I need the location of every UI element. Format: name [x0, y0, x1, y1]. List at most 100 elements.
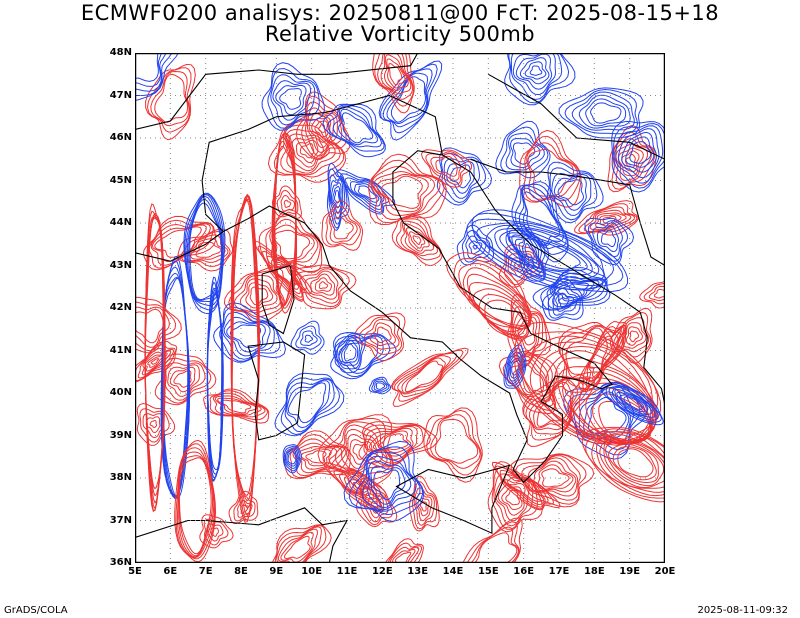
positive-vorticity-contour — [145, 416, 161, 434]
positive-vorticity-contour — [334, 424, 388, 475]
positive-vorticity-contour — [137, 348, 175, 379]
negative-vorticity-contour — [304, 334, 314, 343]
positive-vorticity-contour — [358, 315, 403, 355]
positive-vorticity-contour — [381, 175, 423, 209]
negative-vorticity-contour — [551, 172, 592, 216]
positive-vorticity-contour — [474, 532, 518, 563]
negative-vorticity-contour — [512, 53, 557, 96]
positive-vorticity-contour — [280, 124, 341, 176]
positive-vorticity-contour — [177, 228, 233, 272]
positive-vorticity-contour — [135, 340, 178, 383]
positive-vorticity-contour — [541, 468, 570, 488]
positive-vorticity-contour — [363, 318, 400, 350]
positive-vorticity-contour — [434, 418, 479, 464]
negative-vorticity-contour — [503, 344, 527, 389]
positive-vorticity-contour — [372, 53, 415, 114]
negative-vorticity-contour — [348, 446, 424, 516]
coastline-segment — [135, 53, 419, 131]
positive-vorticity-contour — [245, 282, 274, 309]
positive-vorticity-contour — [154, 73, 189, 123]
negative-vorticity-contour — [267, 67, 320, 129]
negative-vorticity-contour — [357, 185, 377, 200]
negative-vorticity-contour — [295, 325, 322, 350]
positive-vorticity-contour — [314, 277, 332, 292]
positive-vorticity-contour — [223, 266, 285, 324]
positive-vorticity-contour — [505, 489, 520, 506]
negative-vorticity-contour — [506, 351, 524, 385]
negative-vorticity-contour — [571, 91, 635, 131]
negative-vorticity-contour — [378, 60, 443, 141]
positive-vorticity-contour — [323, 462, 387, 513]
negative-vorticity-contour — [185, 194, 223, 307]
negative-vorticity-contour — [509, 357, 521, 379]
positive-vorticity-contour — [629, 330, 640, 343]
positive-vorticity-contour — [578, 382, 653, 444]
positive-vorticity-contour — [409, 475, 440, 532]
positive-vorticity-contour — [527, 457, 578, 497]
positive-vorticity-contour — [295, 91, 351, 161]
positive-vorticity-contour — [368, 427, 414, 457]
positive-vorticity-contour — [604, 441, 665, 487]
positive-vorticity-contour — [276, 526, 322, 563]
lon-tick-label: 8E — [234, 566, 248, 577]
negative-vorticity-contour — [499, 229, 593, 276]
positive-vorticity-contour — [603, 437, 665, 489]
positive-vorticity-contour — [306, 107, 338, 154]
lat-lon-grid — [135, 53, 665, 563]
negative-vorticity-contour — [189, 202, 223, 301]
positive-vorticity-contour — [352, 443, 369, 460]
positive-vorticity-contour — [532, 460, 577, 493]
vorticity-map — [135, 53, 665, 563]
positive-vorticity-contour — [390, 347, 469, 407]
negative-vorticity-contour — [578, 94, 631, 129]
negative-vorticity-contour — [494, 228, 600, 280]
lon-tick-label: 6E — [163, 566, 178, 577]
negative-vorticity-contour — [355, 451, 421, 512]
negative-vorticity-contour — [160, 256, 190, 500]
positive-vorticity-contour — [425, 151, 467, 185]
negative-vorticity-contour — [287, 382, 327, 424]
positive-vorticity-contour — [599, 433, 665, 489]
positive-vorticity-contour — [643, 282, 665, 305]
positive-vorticity-contour — [283, 199, 292, 208]
positive-vorticity-contour — [581, 426, 665, 503]
lat-tick-label: 46N — [109, 132, 132, 143]
negative-vorticity-contour — [222, 311, 275, 360]
positive-vorticity-contour — [392, 548, 416, 563]
positive-vorticity-contour — [176, 447, 216, 559]
positive-vorticity-contour — [271, 524, 332, 563]
positive-vorticity-contour — [167, 364, 200, 397]
coastline-segment — [205, 507, 349, 563]
positive-vorticity-contour — [639, 280, 665, 309]
negative-vorticity-contour — [329, 174, 346, 225]
positive-vorticity-contour — [234, 274, 282, 314]
negative-vorticity-contour — [341, 340, 359, 364]
positive-vorticity-contour — [314, 120, 329, 138]
positive-vorticity-contour — [262, 250, 303, 298]
positive-vorticity-contour — [559, 324, 620, 390]
coastline-segment — [442, 154, 665, 406]
positive-vorticity-contour — [523, 377, 590, 441]
negative-vorticity-contour — [373, 469, 401, 501]
negative-vorticity-contour — [476, 222, 606, 287]
positive-vorticity-contour — [377, 53, 413, 100]
negative-vorticity-contour — [625, 136, 655, 168]
coastline-segment — [247, 341, 306, 441]
lat-tick-label: 37N — [109, 514, 132, 526]
positive-vorticity-contour — [525, 377, 584, 435]
positive-vorticity-contour — [328, 466, 383, 511]
negative-vorticity-contour — [485, 224, 605, 283]
positive-vorticity-contour — [321, 200, 364, 251]
positive-vorticity-contour — [217, 397, 257, 415]
negative-vorticity-contour — [341, 112, 374, 144]
negative-vorticity-contour — [519, 57, 550, 85]
positive-vorticity-contour — [174, 439, 217, 563]
positive-vorticity-contour — [522, 375, 595, 448]
positive-vorticity-contour — [393, 352, 458, 398]
positive-vorticity-contour — [391, 215, 443, 267]
negative-vorticity-contour — [547, 282, 581, 319]
negative-vorticity-contour — [290, 320, 325, 355]
coastline-segment — [488, 73, 665, 160]
positive-vorticity-contour — [617, 448, 654, 478]
positive-vorticity-contour — [173, 370, 192, 388]
